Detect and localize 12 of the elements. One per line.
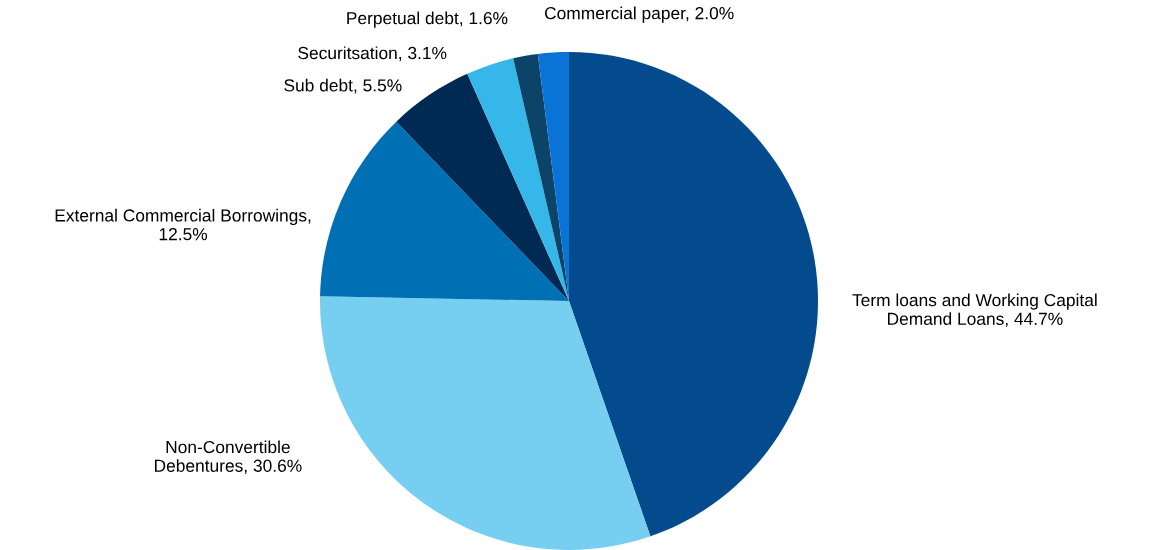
- slice-label: Term loans and Working Capital Demand Loans, 44.7%: [852, 293, 1097, 328]
- pie-slice: [513, 53, 569, 301]
- pie-slice: [320, 121, 569, 301]
- pie-slice: [569, 52, 818, 537]
- slice-label: Securitsation, 3.1%: [298, 46, 447, 62]
- slice-label: Commercial paper, 2.0%: [544, 6, 734, 23]
- slice-label: Non-Convertible Debentures, 30.6%: [154, 440, 302, 474]
- pie-slice: [467, 58, 569, 301]
- pie-slice: [320, 296, 651, 550]
- slice-label: Sub debt, 5.5%: [284, 78, 402, 94]
- slice-label: Perpetual debt, 1.6%: [347, 11, 508, 28]
- slice-label: External Commercial Borrowings, 12.5%: [55, 208, 311, 241]
